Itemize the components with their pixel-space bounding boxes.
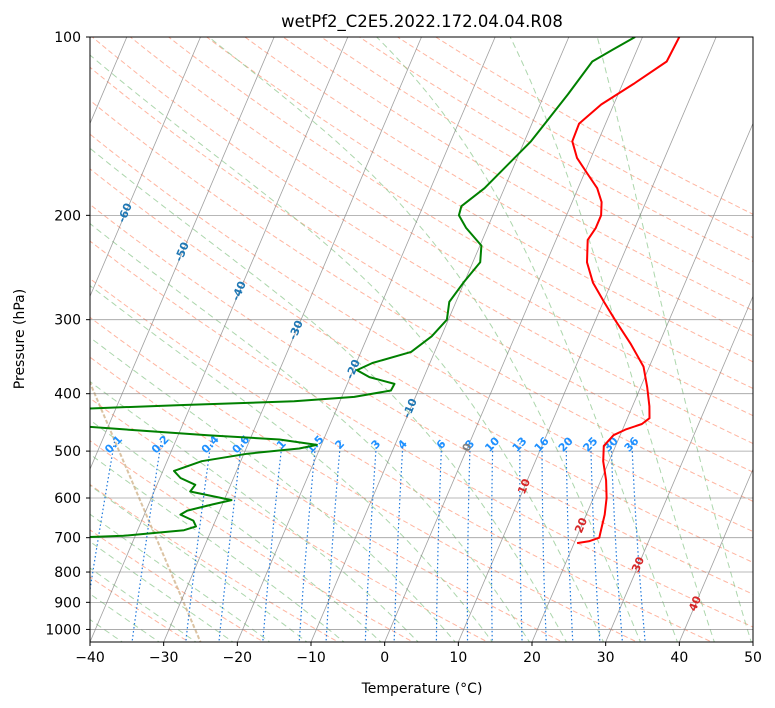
mixing-ratio-line [610,440,624,642]
isotherm-line [90,37,275,471]
temperature-line [571,37,681,545]
y-tick-label: 600 [54,491,81,507]
x-axis-title: Temperature (°C) [361,681,483,697]
mixing-ratio-line [298,440,317,642]
isotherm-label: 40 [686,594,704,613]
isotherm-line [457,37,717,642]
x-tick-label: 30 [597,650,615,666]
data-series [90,37,681,545]
moist-adiabat [90,54,605,642]
y-tick-label: 200 [54,208,81,224]
y-tick-label: 1000 [45,622,81,638]
isotherm-line [605,295,753,642]
mixing-ratio-line [541,440,547,642]
mixing-ratio-line [490,440,494,642]
x-tick-label: 50 [744,650,762,666]
mixing-ratio-line [590,440,601,642]
dry-adiabat [90,168,753,563]
y-tick-label: 900 [54,595,81,611]
dry-adiabat [91,37,753,445]
mixing-ratio-line [466,440,471,642]
moist-adiabat [90,453,345,642]
mixing-ratio-line [218,440,243,642]
mixing-ratio-line [364,440,378,642]
isotherm-label: 20 [572,515,590,534]
isotherm-line [310,37,570,642]
isotherm-line [90,37,349,642]
moist-adiabat [90,147,568,642]
mixing-ratio-line [631,440,646,642]
isotherm-label: 30 [629,555,647,574]
mixing-ratio-line [325,440,342,642]
x-tick-label: −30 [149,650,179,666]
mixing-ratio-line [519,440,523,642]
isotherm-line [678,468,753,642]
x-tick-label: −10 [296,650,326,666]
y-tick-label: 800 [54,565,81,581]
dry-adiabat [129,37,753,417]
axis-ticks: −40 −30 −20 −10 0 10 20 30 40 50 100 200 300 400 500 60… [45,30,762,666]
y-tick-label: 400 [54,387,81,403]
y-tick-label: 500 [54,444,81,460]
mixing-ratio-line [262,440,283,642]
dry-adiabat [90,240,753,628]
mixing-ratio-line [565,440,574,642]
y-tick-label: 100 [54,30,81,46]
y-tick-label: 700 [54,531,81,547]
isotherm-line [163,37,422,642]
isotherm-line [236,37,496,642]
mixing-ratio-line [393,440,404,642]
isotherm-label: 10 [515,476,533,495]
dewpoint-line [90,37,636,538]
y-axis-title: Pressure (hPa) [12,289,28,389]
dry-adiabat [90,203,753,595]
x-tick-label: 0 [380,650,389,666]
mixing-ratio-line [435,440,443,642]
y-tick-label: 300 [54,313,81,329]
mixing-ratio-line [185,440,212,642]
background-lines [90,37,753,642]
lcl-curve [90,380,202,642]
isotherm-line [90,37,201,298]
dry-adiabat [90,66,753,473]
x-tick-label: 10 [449,650,467,666]
dry-adiabat [90,133,753,533]
x-tick-label: −40 [75,650,105,666]
isotherm-line [531,122,753,642]
x-tick-label: 20 [523,650,541,666]
mixing-ratio-line [131,440,162,642]
plot-frame [89,36,754,643]
chart-title: wetPf2_C2E5.2022.172.04.04.R08 [281,12,563,32]
moist-adiabat [90,336,456,642]
isotherm-line [384,37,643,642]
x-tick-label: 40 [670,650,688,666]
x-tick-label: −20 [223,650,253,666]
